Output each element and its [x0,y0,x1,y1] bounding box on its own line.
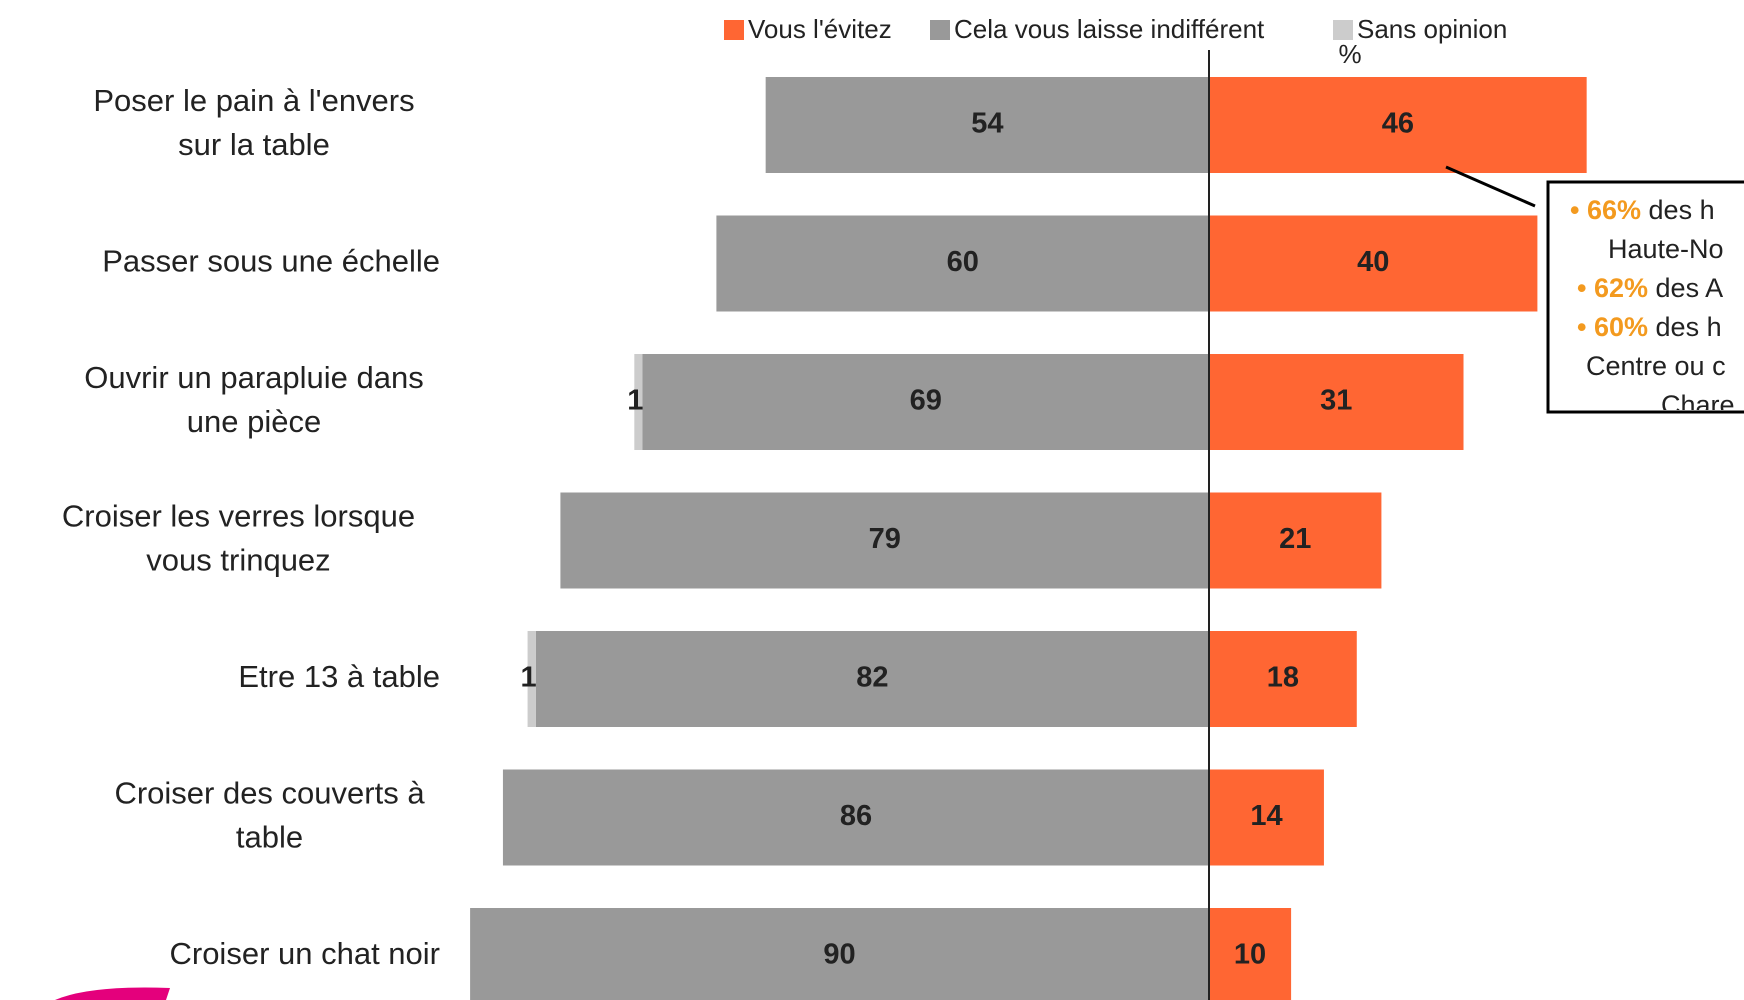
bullet: • [1570,195,1587,225]
bar [1209,908,1292,1000]
data-label: 46 [1382,108,1414,140]
data-label: 79 [869,523,901,555]
data-label: 14 [1250,800,1282,832]
callout-line-text: Haute-No [1608,234,1724,264]
category-label: Croiser des couverts à table [114,776,425,855]
bar [1209,77,1587,173]
data-label: 60 [947,246,979,278]
callout-line-text: • 60% des h [1577,312,1722,342]
callout-line-text: • 66% des h [1570,195,1715,225]
data-label: 54 [971,108,1003,140]
category-label: Poser le pain à l'envers sur la table [93,83,414,162]
category-line: une pièce [187,404,321,439]
text: Chare [1661,390,1735,420]
highlight: 62% [1594,273,1648,303]
data-label: 90 [823,939,855,971]
bar [502,769,1209,866]
data-label: 10 [1234,939,1266,971]
category-label: Ouvrir un parapluie dans une pièce [84,360,423,439]
category-line: Ouvrir un parapluie dans [84,360,423,395]
category-line: Croiser les verres lorsque [62,499,415,534]
category-label: Croiser un chat noir [169,936,440,971]
bar [634,354,643,450]
text: des h [1649,195,1715,225]
data-label: 86 [840,800,872,832]
text: Centre ou c [1586,351,1726,381]
data-label: 1 [627,385,643,417]
callout-line-text: Centre ou c [1586,351,1726,381]
callout-line-text: • 62% des A [1577,273,1723,303]
data-label: 69 [910,385,942,417]
bar [1209,492,1382,589]
data-label: 21 [1279,523,1311,555]
logo-shape [55,987,170,1000]
legend-swatch [724,20,744,40]
bar [642,354,1209,450]
data-label: 1 [520,662,536,694]
legend-swatch [1333,20,1353,40]
callout-line [1445,165,1536,208]
bar [1209,354,1464,450]
category-line: Poser le pain à l'envers [93,83,414,118]
bar [1209,631,1357,727]
category-line: vous trinquez [146,543,330,578]
highlight: 60% [1594,312,1648,342]
callout-line-text: Chare [1661,390,1735,420]
legend-swatch [930,20,950,40]
category-line: Croiser des couverts à [114,776,425,811]
category-label: Croiser les verres lorsque vous trinquez [62,499,415,578]
text: des h [1656,312,1722,342]
bar [765,77,1209,173]
data-label: 40 [1357,246,1389,278]
legend-label: Sans opinion [1357,14,1507,44]
bar [560,492,1209,589]
bullet: • [1577,273,1594,303]
category-label: Etre 13 à table [238,659,440,694]
callout-box [1546,180,1744,414]
legend-label: Vous l'évitez [748,14,892,44]
highlight: 66% [1587,195,1641,225]
category-label: Passer sous une échelle [102,244,440,279]
bullet: • [1577,312,1594,342]
text: des A [1656,273,1724,303]
bar [470,908,1210,1000]
data-label: 18 [1267,662,1299,694]
data-label: 82 [856,662,888,694]
unit-label: % [1338,39,1361,69]
bar [535,631,1209,727]
legend-label: Cela vous laisse indifférent [954,14,1265,44]
bar [1209,769,1324,866]
bar [1209,215,1538,312]
category-line: table [236,820,303,855]
bar [716,215,1209,312]
text: Haute-No [1608,234,1724,264]
category-line: sur la table [178,127,330,162]
bar [527,631,536,727]
data-label: 31 [1320,385,1352,417]
